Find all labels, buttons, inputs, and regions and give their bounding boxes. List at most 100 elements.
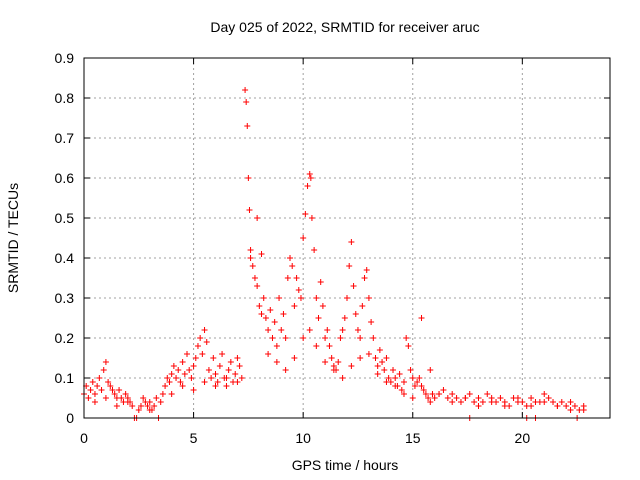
x-tick-label: 15 [405, 430, 421, 446]
axis-ticks [83, 57, 610, 419]
data-point [317, 279, 324, 285]
data-point [429, 391, 436, 397]
data-point [385, 375, 392, 381]
data-point [528, 403, 535, 409]
data-point [276, 295, 283, 301]
data-point [293, 275, 300, 281]
data-point [488, 399, 495, 405]
data-point [146, 399, 153, 405]
y-tick-label: 0.2 [55, 330, 75, 346]
data-point [409, 375, 416, 381]
y-tick-label: 0.1 [55, 370, 75, 386]
data-point [300, 335, 307, 341]
data-point [392, 383, 399, 389]
data-point [107, 383, 114, 389]
data-point [96, 375, 103, 381]
data-point [348, 239, 355, 245]
data-point [153, 395, 160, 401]
data-point [254, 215, 261, 221]
data-point [146, 407, 153, 413]
data-point [234, 355, 241, 361]
data-point [550, 399, 557, 405]
data-point [374, 371, 381, 377]
data-point [140, 395, 147, 401]
data-point [260, 295, 267, 301]
data-point [234, 379, 241, 385]
data-point [348, 363, 355, 369]
data-point [330, 367, 337, 373]
y-tick-label: 0.8 [55, 90, 75, 106]
data-point [418, 315, 425, 321]
data-point [267, 307, 274, 313]
x-tick-label: 10 [295, 430, 311, 446]
data-point [164, 375, 171, 381]
data-point [357, 335, 364, 341]
data-point [436, 391, 443, 397]
data-point [422, 391, 429, 397]
y-tick-label: 0.4 [55, 250, 75, 266]
data-point [381, 367, 388, 373]
data-point [282, 335, 289, 341]
data-point [212, 371, 219, 377]
data-point [365, 295, 372, 301]
data-point [322, 359, 329, 365]
data-point [129, 403, 136, 409]
data-point [541, 399, 548, 405]
data-point [265, 351, 272, 357]
data-point [571, 403, 578, 409]
data-point [302, 211, 309, 217]
data-point [337, 335, 344, 341]
data-point [214, 379, 221, 385]
data-points [81, 87, 587, 421]
data-point [111, 391, 118, 397]
data-point [179, 383, 186, 389]
data-point [306, 327, 313, 333]
data-point [256, 303, 263, 309]
data-point [289, 263, 296, 269]
data-point [558, 399, 565, 405]
data-point [251, 275, 258, 281]
data-point [236, 363, 243, 369]
data-point [519, 399, 526, 405]
data-point [254, 283, 261, 289]
data-point [300, 235, 307, 241]
data-point [287, 255, 294, 261]
data-point [238, 375, 245, 381]
data-point [403, 335, 410, 341]
data-point [357, 355, 364, 361]
data-point [284, 275, 291, 281]
data-point [188, 375, 195, 381]
data-point [223, 383, 230, 389]
data-point [407, 367, 414, 373]
data-point [466, 391, 473, 397]
data-point [365, 351, 372, 357]
data-point [368, 319, 375, 325]
data-point [390, 367, 397, 373]
data-point [420, 387, 427, 393]
data-point [168, 391, 175, 397]
data-point [341, 315, 348, 321]
data-point [212, 383, 219, 389]
data-point [201, 327, 208, 333]
data-point [457, 399, 464, 405]
data-point [541, 391, 548, 397]
y-axis-label: SRMTID / TECUs [5, 183, 21, 293]
data-point [225, 367, 232, 373]
data-point [151, 403, 158, 409]
data-point [313, 343, 320, 349]
data-point [94, 383, 101, 389]
data-point [273, 359, 280, 365]
grid-lines [84, 58, 610, 418]
data-point [157, 399, 164, 405]
data-point [453, 395, 460, 401]
data-point [306, 171, 313, 177]
data-point [295, 287, 302, 293]
data-point [414, 379, 421, 385]
data-point [144, 403, 151, 409]
data-point [350, 283, 357, 289]
data-point [232, 371, 239, 377]
data-point [462, 395, 469, 401]
data-point [192, 355, 199, 361]
data-point [427, 367, 434, 373]
data-point [335, 359, 342, 365]
